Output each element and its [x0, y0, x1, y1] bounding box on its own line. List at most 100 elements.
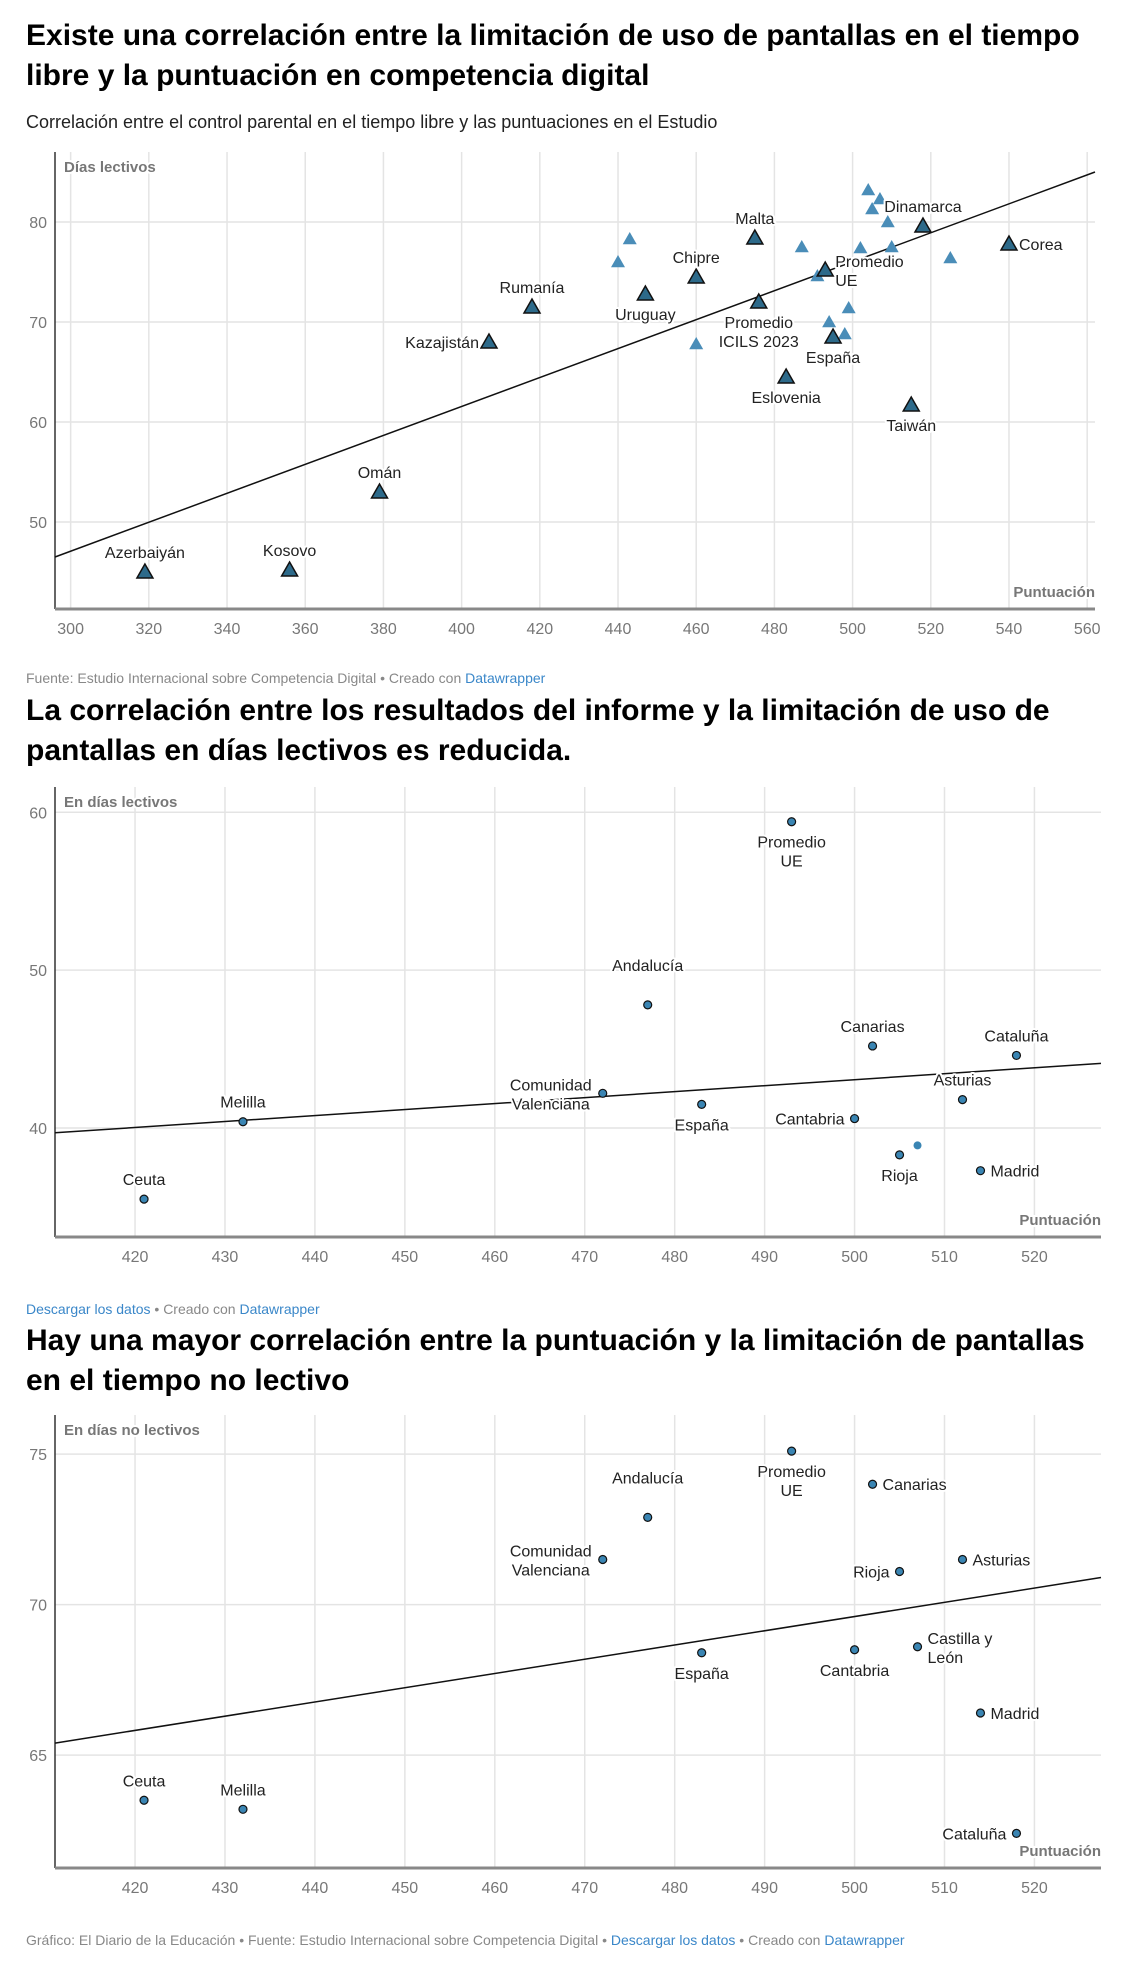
point-label-line: Andalucía [612, 958, 683, 975]
triangle-marker [689, 337, 704, 350]
y-axis-title: En días no lectivos [64, 1422, 200, 1439]
chart3-title: Hay una mayor correlación entre la puntu… [26, 1324, 1085, 1397]
point-label: Omán [358, 465, 402, 482]
point-label-line: España [675, 1117, 729, 1134]
point-label-line: UE [780, 1483, 802, 1500]
triangle-marker [522, 297, 542, 314]
x-tick-label: 400 [448, 621, 475, 638]
point-label-line: Promedio [757, 835, 826, 852]
dot-marker [913, 1141, 922, 1150]
datawrapper-link[interactable]: Datawrapper [465, 670, 546, 686]
triangle-marker [865, 202, 880, 215]
dot-marker [975, 1166, 986, 1176]
triangle-marker [943, 251, 958, 264]
point-label: Rumanía [500, 280, 565, 297]
dot-marker [912, 1642, 923, 1652]
point-label-line: UE [835, 273, 857, 290]
point-label-line: Kazajistán [405, 335, 479, 352]
trend-line [54, 171, 1096, 558]
point-label-line: Cantabria [775, 1112, 844, 1129]
triangle-marker [794, 240, 809, 253]
point-label-line: Melilla [220, 1782, 265, 1799]
x-tick-label: 440 [302, 1880, 329, 1897]
x-tick-label: 520 [917, 621, 944, 638]
point-label-line: Ceuta [123, 1172, 166, 1189]
point-label-line: Eslovenia [751, 390, 820, 407]
point-label-line: España [806, 350, 860, 367]
point-label-line: Ceuta [123, 1773, 166, 1790]
x-axis-title: Puntuación [1019, 1212, 1101, 1229]
point-label: Azerbaiyán [105, 545, 185, 562]
point-label: Canarias [883, 1477, 947, 1494]
y-tick-label: 50 [29, 515, 47, 532]
point-label-line: Cantabria [820, 1663, 889, 1680]
x-tick-label: 490 [751, 1249, 778, 1266]
point-label: Melilla [220, 1782, 265, 1799]
point-label-line: Castilla y [928, 1631, 993, 1648]
triangle-marker [479, 332, 499, 349]
triangle-marker [749, 292, 769, 309]
point-label: Andalucía [612, 1470, 683, 1487]
point-label-line: Cataluña [942, 1826, 1006, 1843]
dot-marker [598, 1088, 608, 1098]
point-label: Promedio ICILS 2023 [719, 315, 799, 351]
x-tick-label: 460 [481, 1249, 508, 1266]
point-label-line: Valenciana [512, 1096, 590, 1113]
point-label: España [675, 1666, 729, 1683]
x-tick-label: 560 [1074, 621, 1101, 638]
x-axis-title: Puntuación [1019, 1843, 1101, 1860]
point-label-line: Cataluña [984, 1028, 1048, 1045]
point-label-line: Rumanía [500, 280, 565, 297]
point-label-line: Madrid [990, 1706, 1039, 1723]
point-label: Dinamarca [884, 199, 961, 216]
point-label-line: Corea [1019, 237, 1063, 254]
point-label-line: Promedio [835, 254, 904, 271]
y-axis-title: En días lectivos [64, 794, 177, 811]
y-tick-label: 40 [29, 1121, 47, 1138]
x-tick-label: 340 [214, 621, 241, 638]
point-label-line: Promedio [725, 315, 794, 332]
x-tick-label: 440 [302, 1249, 329, 1266]
triangle-marker [861, 183, 876, 196]
point-label: Promedio UE [757, 835, 826, 871]
x-tick-label: 510 [931, 1249, 958, 1266]
download-data-link[interactable]: Descargar los datos [26, 1301, 151, 1317]
x-tick-label: 430 [212, 1880, 239, 1897]
triangle-marker [837, 327, 852, 340]
download-data-link[interactable]: Descargar los datos [610, 1932, 736, 1948]
point-label-line: Azerbaiyán [105, 545, 185, 562]
x-tick-label: 480 [761, 621, 788, 638]
point-label: Canarias [841, 1019, 905, 1036]
point-label-line: Malta [735, 211, 774, 228]
point-label-line: Promedio [757, 1464, 826, 1481]
point-label-line: León [928, 1650, 964, 1667]
x-tick-label: 430 [212, 1249, 239, 1266]
triangle-marker [776, 367, 796, 384]
x-tick-label: 520 [1021, 1880, 1048, 1897]
point-label-line: Comunidad [510, 1543, 592, 1560]
x-tick-label: 440 [605, 621, 632, 638]
datawrapper-link[interactable]: Datawrapper [239, 1301, 320, 1317]
x-tick-label: 380 [370, 621, 397, 638]
point-label-line: Melilla [220, 1095, 265, 1112]
x-tick-label: 510 [931, 1880, 958, 1897]
y-tick-label: 70 [29, 1598, 47, 1615]
point-label: Chipre [673, 250, 720, 267]
point-label: Andalucía [612, 958, 683, 975]
triangle-marker [884, 240, 899, 253]
chart1-source: Fuente: Estudio Internacional sobre Comp… [26, 670, 545, 686]
x-axis-title: Puntuación [1013, 584, 1095, 601]
triangle-marker [999, 234, 1019, 251]
triangle-marker [815, 260, 835, 277]
dot-marker [1011, 1828, 1022, 1838]
datawrapper-link[interactable]: Datawrapper [824, 1932, 905, 1948]
x-tick-label: 500 [841, 1249, 868, 1266]
dot-marker [975, 1708, 986, 1718]
point-label-line: Kosovo [263, 543, 316, 560]
y-tick-label: 70 [29, 315, 47, 332]
dot-marker [1011, 1050, 1022, 1061]
point-label-line: Madrid [990, 1164, 1039, 1181]
triangle-marker [280, 560, 299, 577]
x-tick-label: 320 [135, 621, 162, 638]
